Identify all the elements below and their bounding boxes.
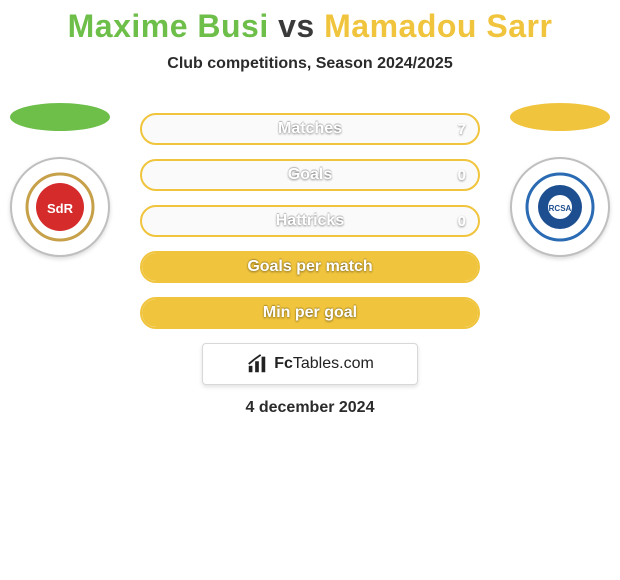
right-club-block: RCSA bbox=[510, 103, 610, 263]
stat-row-mpg: Min per goal bbox=[140, 297, 480, 329]
player1-name: Maxime Busi bbox=[68, 8, 269, 44]
left-club-block: SdR bbox=[10, 103, 110, 263]
right-club-crest: RCSA bbox=[510, 157, 610, 257]
subtitle: Club competitions, Season 2024/2025 bbox=[0, 55, 620, 73]
header: Maxime Busi vs Mamadou Sarr Club competi… bbox=[0, 0, 620, 73]
logo-prefix: Fc bbox=[274, 355, 293, 372]
stat-right-value: 7 bbox=[458, 121, 466, 138]
reims-crest-icon: SdR bbox=[25, 172, 95, 242]
stat-row-gpm: Goals per match bbox=[140, 251, 480, 283]
logo-main: Tables bbox=[293, 355, 339, 372]
stat-label: Matches bbox=[278, 120, 342, 138]
player2-name: Mamadou Sarr bbox=[324, 8, 552, 44]
stat-row-matches: Matches 7 bbox=[140, 113, 480, 145]
stat-row-goals: Goals 0 bbox=[140, 159, 480, 191]
stat-label: Hattricks bbox=[276, 212, 344, 230]
branding-logo: FcTables.com bbox=[202, 343, 418, 385]
bar-chart-icon bbox=[246, 353, 268, 375]
stat-right-value: 0 bbox=[458, 213, 466, 230]
player2-oval bbox=[510, 103, 610, 131]
date-text: 4 december 2024 bbox=[0, 399, 620, 417]
stat-label: Goals per match bbox=[247, 258, 372, 276]
svg-text:RCSA: RCSA bbox=[549, 204, 572, 213]
stat-label: Min per goal bbox=[263, 304, 357, 322]
content: SdR RCSA Matches 7 Goals 0 bbox=[0, 113, 620, 417]
vs-text: vs bbox=[278, 8, 315, 44]
stat-label: Goals bbox=[288, 166, 332, 184]
logo-text: FcTables.com bbox=[274, 355, 374, 373]
left-club-crest: SdR bbox=[10, 157, 110, 257]
player1-oval bbox=[10, 103, 110, 131]
logo-suffix: .com bbox=[339, 355, 374, 372]
stats-panel: Matches 7 Goals 0 Hattricks 0 Goals per … bbox=[140, 113, 480, 329]
page-title: Maxime Busi vs Mamadou Sarr bbox=[0, 8, 620, 45]
stat-row-hattricks: Hattricks 0 bbox=[140, 205, 480, 237]
svg-text:SdR: SdR bbox=[47, 201, 74, 216]
strasbourg-crest-icon: RCSA bbox=[525, 172, 595, 242]
stat-right-value: 0 bbox=[458, 167, 466, 184]
